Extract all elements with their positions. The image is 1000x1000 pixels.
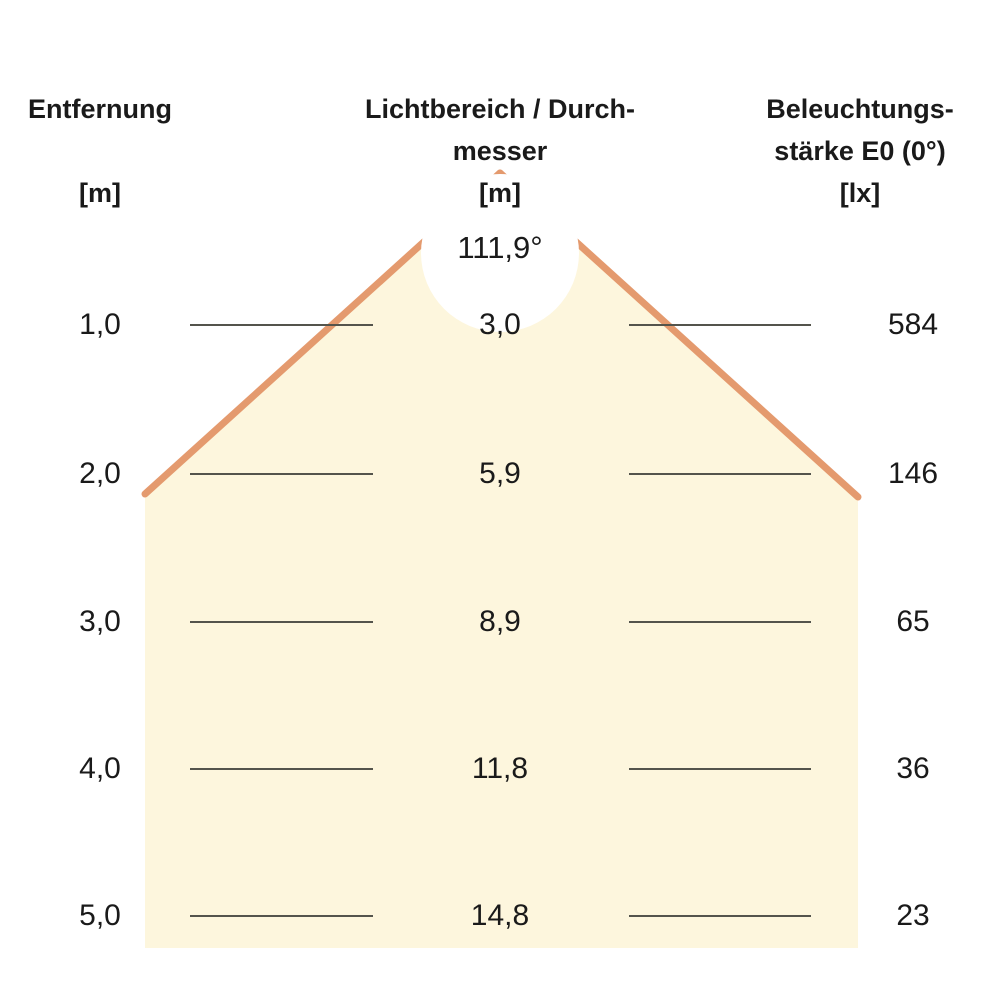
cell-illuminance: 146: [887, 457, 939, 490]
column-header-illuminance-title: Beleuchtungs- stärke E0 (0°): [766, 94, 954, 166]
cell-illuminance: 584: [887, 308, 939, 341]
tick-line-left: [190, 621, 373, 623]
beam-angle-label: 111,9°: [457, 230, 543, 265]
cell-distance: 1,0: [79, 308, 121, 341]
column-header-beam: Lichtbereich / Durch- messer [m]: [340, 46, 660, 256]
cell-diameter: 3,0: [479, 308, 521, 341]
cone-fill-shape: [145, 173, 858, 948]
column-header-beam-title: Lichtbereich / Durch- messer: [364, 94, 636, 166]
tick-line-right: [629, 324, 811, 326]
cell-diameter: 14,8: [470, 899, 530, 932]
cell-distance: 2,0: [79, 457, 121, 490]
table-row: 4,0 11,8 36: [0, 746, 1000, 792]
table-row: 1,0 3,0 584: [0, 302, 1000, 348]
cell-illuminance: 23: [896, 899, 930, 932]
table-row: 2,0 5,9 146: [0, 451, 1000, 497]
column-header-illuminance: Beleuchtungs- stärke E0 (0°) [lx]: [720, 46, 1000, 256]
column-header-distance-title: Entfernung: [28, 94, 172, 124]
column-header-distance-unit: [m]: [79, 178, 121, 208]
cell-illuminance: 36: [896, 752, 930, 785]
cell-distance: 5,0: [79, 899, 121, 932]
tick-line-left: [190, 768, 373, 770]
tick-line-right: [629, 768, 811, 770]
table-row: 5,0 14,8 23: [0, 893, 1000, 939]
cell-diameter: 5,9: [479, 457, 521, 490]
tick-line-right: [629, 915, 811, 917]
cone-edge-right: [496, 169, 862, 501]
tick-line-right: [629, 473, 811, 475]
column-header-illuminance-unit: [lx]: [839, 178, 881, 208]
tick-line-left: [190, 915, 373, 917]
column-header-beam-unit: [m]: [479, 178, 521, 208]
tick-line-left: [190, 473, 373, 475]
tick-line-right: [629, 621, 811, 623]
cell-diameter: 8,9: [479, 605, 521, 638]
cell-illuminance: 65: [896, 605, 930, 638]
cell-distance: 4,0: [79, 752, 121, 785]
column-header-distance: Entfernung [m]: [0, 46, 200, 256]
table-row: 3,0 8,9 65: [0, 599, 1000, 645]
cone-edge-left: [141, 169, 504, 498]
cell-diameter: 11,8: [471, 752, 529, 785]
cell-distance: 3,0: [79, 605, 121, 638]
tick-line-left: [190, 324, 373, 326]
